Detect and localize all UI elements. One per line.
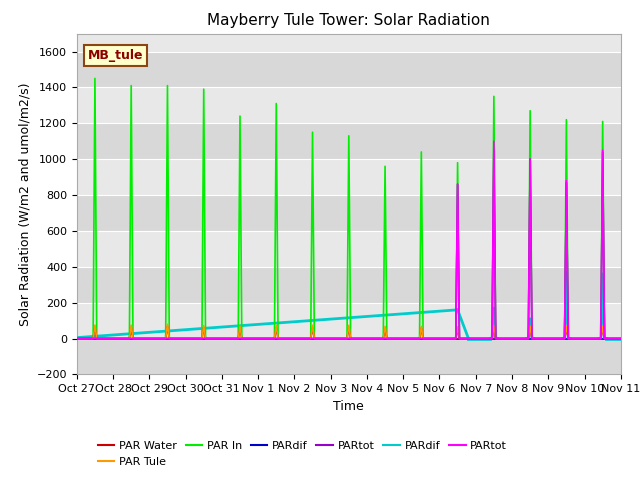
Bar <box>77 338 621 374</box>
Bar <box>77 267 621 303</box>
Bar <box>77 303 621 338</box>
Y-axis label: Solar Radiation (W/m2 and umol/m2/s): Solar Radiation (W/m2 and umol/m2/s) <box>18 82 31 326</box>
Bar <box>77 231 621 267</box>
Bar <box>77 159 621 195</box>
Bar <box>77 195 621 231</box>
Text: MB_tule: MB_tule <box>88 49 143 62</box>
Bar <box>77 87 621 123</box>
X-axis label: Time: Time <box>333 400 364 413</box>
Legend: PAR Water, PAR Tule, PAR In, PARdif, PARtot, PARdif, PARtot: PAR Water, PAR Tule, PAR In, PARdif, PAR… <box>93 437 511 471</box>
Bar <box>77 123 621 159</box>
Title: Mayberry Tule Tower: Solar Radiation: Mayberry Tule Tower: Solar Radiation <box>207 13 490 28</box>
Bar <box>77 51 621 87</box>
